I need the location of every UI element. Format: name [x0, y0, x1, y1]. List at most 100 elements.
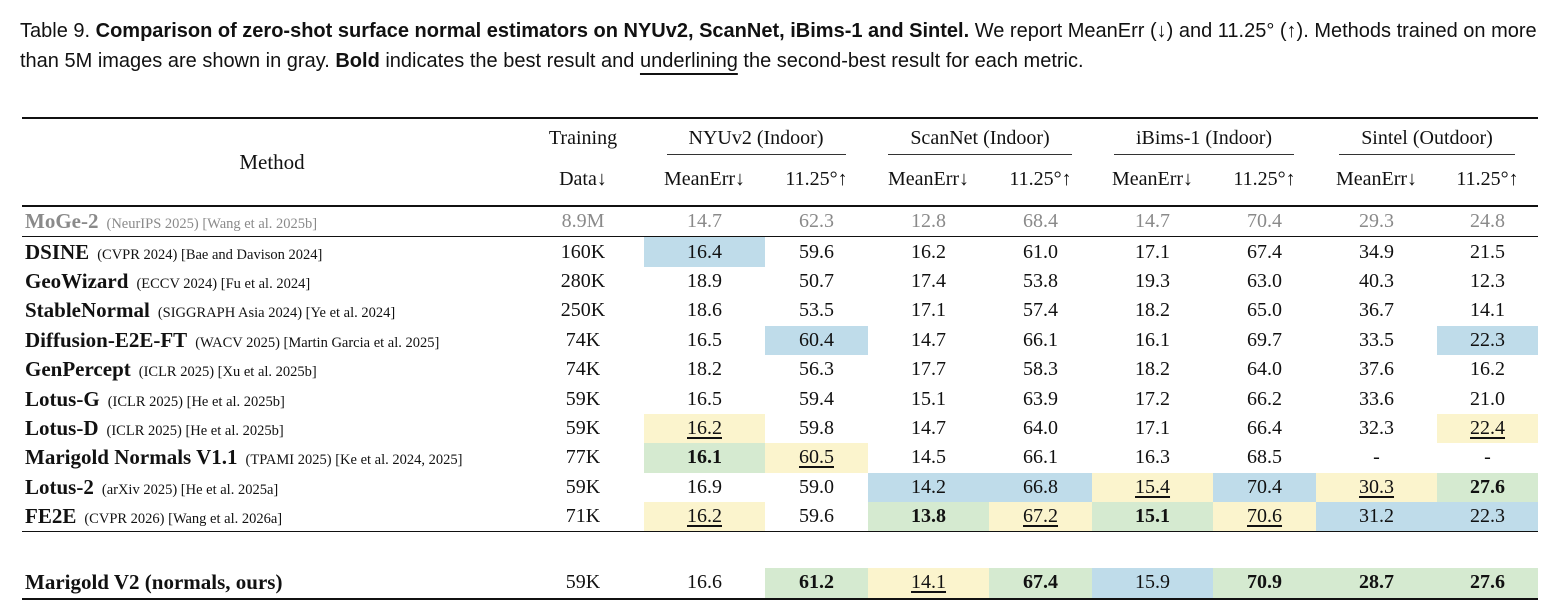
metric-cell: 16.6 [644, 568, 765, 600]
metric-cell: 19.3 [1092, 267, 1213, 296]
metric-cell: 59.6 [765, 236, 869, 267]
metric-value: 16.9 [687, 475, 722, 498]
training-data-cell: 59K [565, 387, 601, 410]
metric-header: 11.25°↑ [1009, 167, 1072, 190]
metric-cell: 66.4 [1213, 414, 1316, 443]
metric-value: 16.2 [911, 240, 947, 263]
metric-cell: 21.0 [1437, 384, 1538, 413]
metric-cell: 30.3 [1316, 472, 1438, 502]
metric-value: 66.1 [1023, 446, 1059, 469]
metric-cell: 36.7 [1316, 296, 1437, 325]
method-venue: (SIGGRAPH Asia 2024) [Ye et al. 2024] [157, 305, 396, 322]
metric-cell: 22.3 [1437, 501, 1539, 532]
separator-cell [1092, 531, 1214, 569]
training-data-cell: 59K [522, 568, 644, 600]
metric-cell: 28.7 [1316, 568, 1438, 600]
metric-value: 31.2 [1359, 505, 1395, 528]
metric-value: 59.6 [799, 505, 834, 528]
metric-cell: 57.4 [989, 296, 1092, 325]
metric-value: 17.7 [911, 358, 947, 381]
method-name: Lotus-2 [25, 474, 94, 499]
metric-cell: 16.1 [644, 443, 765, 473]
metric-cell: 17.1 [868, 296, 989, 325]
metric-value: 18.9 [687, 269, 722, 292]
training-data-cell: 59K [565, 416, 601, 439]
method-venue: (WACV 2025) [Martin Garcia et al. 2025] [195, 334, 440, 351]
metric-value: 65.0 [1247, 299, 1283, 322]
metric-value: 59.6 [799, 240, 834, 263]
caption-text-1: We report MeanErr (↓) and 11.25° (↑). Me… [20, 20, 1537, 72]
table-caption: Table 9. Comparison of zero-shot surface… [20, 16, 1545, 76]
metric-value: 14.5 [911, 446, 947, 469]
metric-value: 63.0 [1247, 269, 1283, 292]
metric-cell: 33.6 [1316, 384, 1437, 413]
metric-cell: 60.5 [765, 443, 869, 473]
table-row: StableNormal (SIGGRAPH Asia 2024) [Ye et … [22, 296, 1538, 325]
metric-cell: 18.9 [644, 267, 765, 296]
metric-value: 12.8 [911, 210, 947, 233]
separator-cell [644, 531, 765, 569]
metric-cell: 27.6 [1437, 472, 1539, 502]
metric-value: 14.1 [1470, 299, 1506, 322]
metric-value: 61.0 [1023, 240, 1059, 263]
metric-cell: - [1437, 443, 1538, 472]
metric-cell: 16.3 [1092, 443, 1213, 472]
method-cell: Marigold V2 (normals, ours) [22, 568, 522, 600]
method-cell: DSINE (CVPR 2024) [Bae and Davison 2024] [22, 236, 522, 267]
metric-cell: 56.3 [765, 355, 868, 384]
metric-value: 53.8 [1023, 269, 1059, 292]
metric-cell: 66.1 [989, 443, 1092, 472]
method-venue: (CVPR 2026) [Wang et al. 2026a] [84, 511, 283, 528]
metric-cell: 14.7 [644, 205, 765, 237]
metric-cell: 34.9 [1316, 236, 1438, 267]
metric-cell: 12.3 [1437, 267, 1538, 296]
separator-cell [1316, 531, 1438, 569]
metric-cell: 16.1 [1092, 326, 1213, 355]
metric-header: MeanErr↓ [1111, 167, 1194, 190]
header-group: NYUv2 (Indoor) [644, 117, 869, 157]
metric-cell: 33.5 [1316, 326, 1437, 355]
metric-value: 19.3 [1135, 269, 1171, 292]
metric-value: 58.3 [1023, 358, 1059, 381]
metric-value: 13.8 [911, 505, 947, 528]
metric-value: 57.4 [1023, 299, 1059, 322]
metric-cell: 14.7 [868, 414, 989, 443]
metric-value: 22.3 [1470, 328, 1506, 351]
metric-cell: 32.3 [1316, 414, 1437, 443]
metric-value: 32.3 [1359, 416, 1395, 439]
metric-value: 34.9 [1359, 240, 1395, 263]
method-name: Lotus-G [25, 386, 100, 411]
table-row: Marigold Normals V1.1 (TPAMI 2025) [Ke et… [22, 443, 1538, 473]
metric-cell: 63.0 [1213, 267, 1316, 296]
metric-cell: 60.4 [765, 325, 869, 355]
metric-cell: 17.7 [868, 355, 989, 384]
metric-value: 70.4 [1247, 475, 1283, 498]
metric-cell: 37.6 [1316, 355, 1437, 384]
metric-cell: 27.6 [1437, 568, 1539, 600]
header-group: ScanNet (Indoor) [868, 117, 1093, 157]
separator-cell [1437, 531, 1539, 569]
separator-cell [868, 531, 990, 569]
metric-cell: 14.7 [1092, 205, 1214, 237]
caption-text-2: indicates the best result and [385, 50, 635, 72]
header-method: Method [22, 117, 522, 206]
metric-cell: 70.4 [1213, 472, 1317, 502]
metric-cell: 53.8 [989, 267, 1092, 296]
metric-value: - [1484, 446, 1491, 469]
metric-value: 68.5 [1247, 446, 1283, 469]
table-row: FE2E (CVPR 2026) [Wang et al. 2026a] 71K 16… [22, 501, 1539, 532]
metric-cell: 63.9 [989, 384, 1092, 413]
metric-value: 18.2 [687, 358, 722, 381]
metric-value: 33.6 [1359, 387, 1395, 410]
metric-value: 59.4 [799, 387, 834, 410]
metric-cell: 61.0 [989, 236, 1093, 267]
metric-cell: 59.8 [765, 414, 868, 443]
method-venue: (ICLR 2025) [He et al. 2025b] [106, 422, 284, 439]
metric-value: 69.7 [1247, 328, 1283, 351]
training-data-cell: 250K [560, 299, 606, 322]
metric-cell: 64.0 [1213, 355, 1316, 384]
table-row: GeoWizard (ECCV 2024) [Fu et al. 2024] 280… [22, 267, 1538, 296]
metric-header: MeanErr↓ [1335, 167, 1418, 190]
metric-cell: 70.4 [1213, 205, 1317, 237]
metric-value: 27.6 [1470, 475, 1506, 498]
